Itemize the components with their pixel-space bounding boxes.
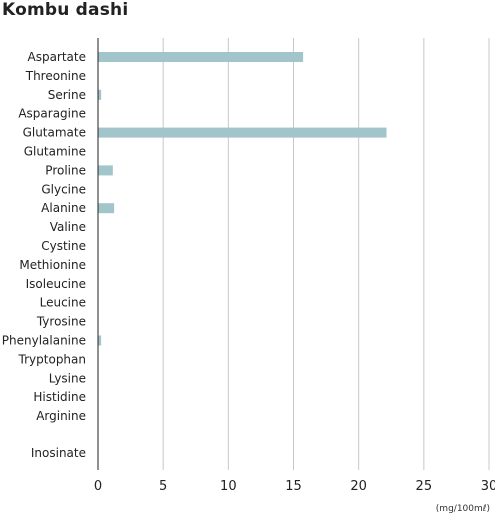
category-label-inosinate: Inosinate xyxy=(31,446,86,460)
x-tick-labels: 0 5 10 15 20 25 30 xyxy=(94,479,495,494)
category-label-tryptophan: Tryptophan xyxy=(18,352,86,366)
x-tick-label-0: 0 xyxy=(94,479,102,494)
category-label-asparagine: Asparagine xyxy=(18,107,86,121)
category-label-tyrosine: Tyrosine xyxy=(36,315,86,329)
category-label-proline: Proline xyxy=(45,163,86,177)
category-label-lysine: Lysine xyxy=(49,371,86,385)
category-label-arginine: Arginine xyxy=(36,409,86,423)
x-tick-label-20: 20 xyxy=(350,479,367,494)
category-label-glutamate: Glutamate xyxy=(23,126,86,140)
x-tick-label-10: 10 xyxy=(220,479,237,494)
bar-aspartate xyxy=(98,52,304,62)
category-label-glycine: Glycine xyxy=(41,182,86,196)
category-labels: Aspartate Threonine Serine Asparagine Glutam… xyxy=(2,50,86,460)
category-label-phenylalanine: Phenylalanine xyxy=(2,334,86,348)
category-label-leucine: Leucine xyxy=(40,296,86,310)
x-tick-label-30: 30 xyxy=(481,479,495,494)
category-label-methionine: Methionine xyxy=(19,258,86,272)
bar-serine xyxy=(98,89,102,100)
category-label-serine: Serine xyxy=(48,88,86,102)
category-label-isoleucine: Isoleucine xyxy=(26,277,86,291)
category-label-histidine: Histidine xyxy=(33,390,86,404)
grid-lines xyxy=(162,38,490,470)
bar-phenylalanine xyxy=(98,335,102,346)
bars xyxy=(98,52,387,346)
x-tick-label-15: 15 xyxy=(285,479,302,494)
bar-glutamate xyxy=(98,127,387,138)
x-tick-label-5: 5 xyxy=(159,479,167,494)
unit-label: (mg/100mℓ) xyxy=(436,504,490,514)
chart-title: Kombu dashi xyxy=(2,0,129,20)
category-label-aspartate: Aspartate xyxy=(27,50,86,64)
category-label-cystine: Cystine xyxy=(41,239,86,253)
x-tick-label-25: 25 xyxy=(416,479,433,494)
category-label-alanine: Alanine xyxy=(41,201,86,215)
category-label-glutamine: Glutamine xyxy=(24,145,86,159)
bar-alanine xyxy=(98,203,115,214)
category-label-valine: Valine xyxy=(50,220,86,234)
category-label-threonine: Threonine xyxy=(25,69,86,83)
bar-proline xyxy=(98,165,113,176)
